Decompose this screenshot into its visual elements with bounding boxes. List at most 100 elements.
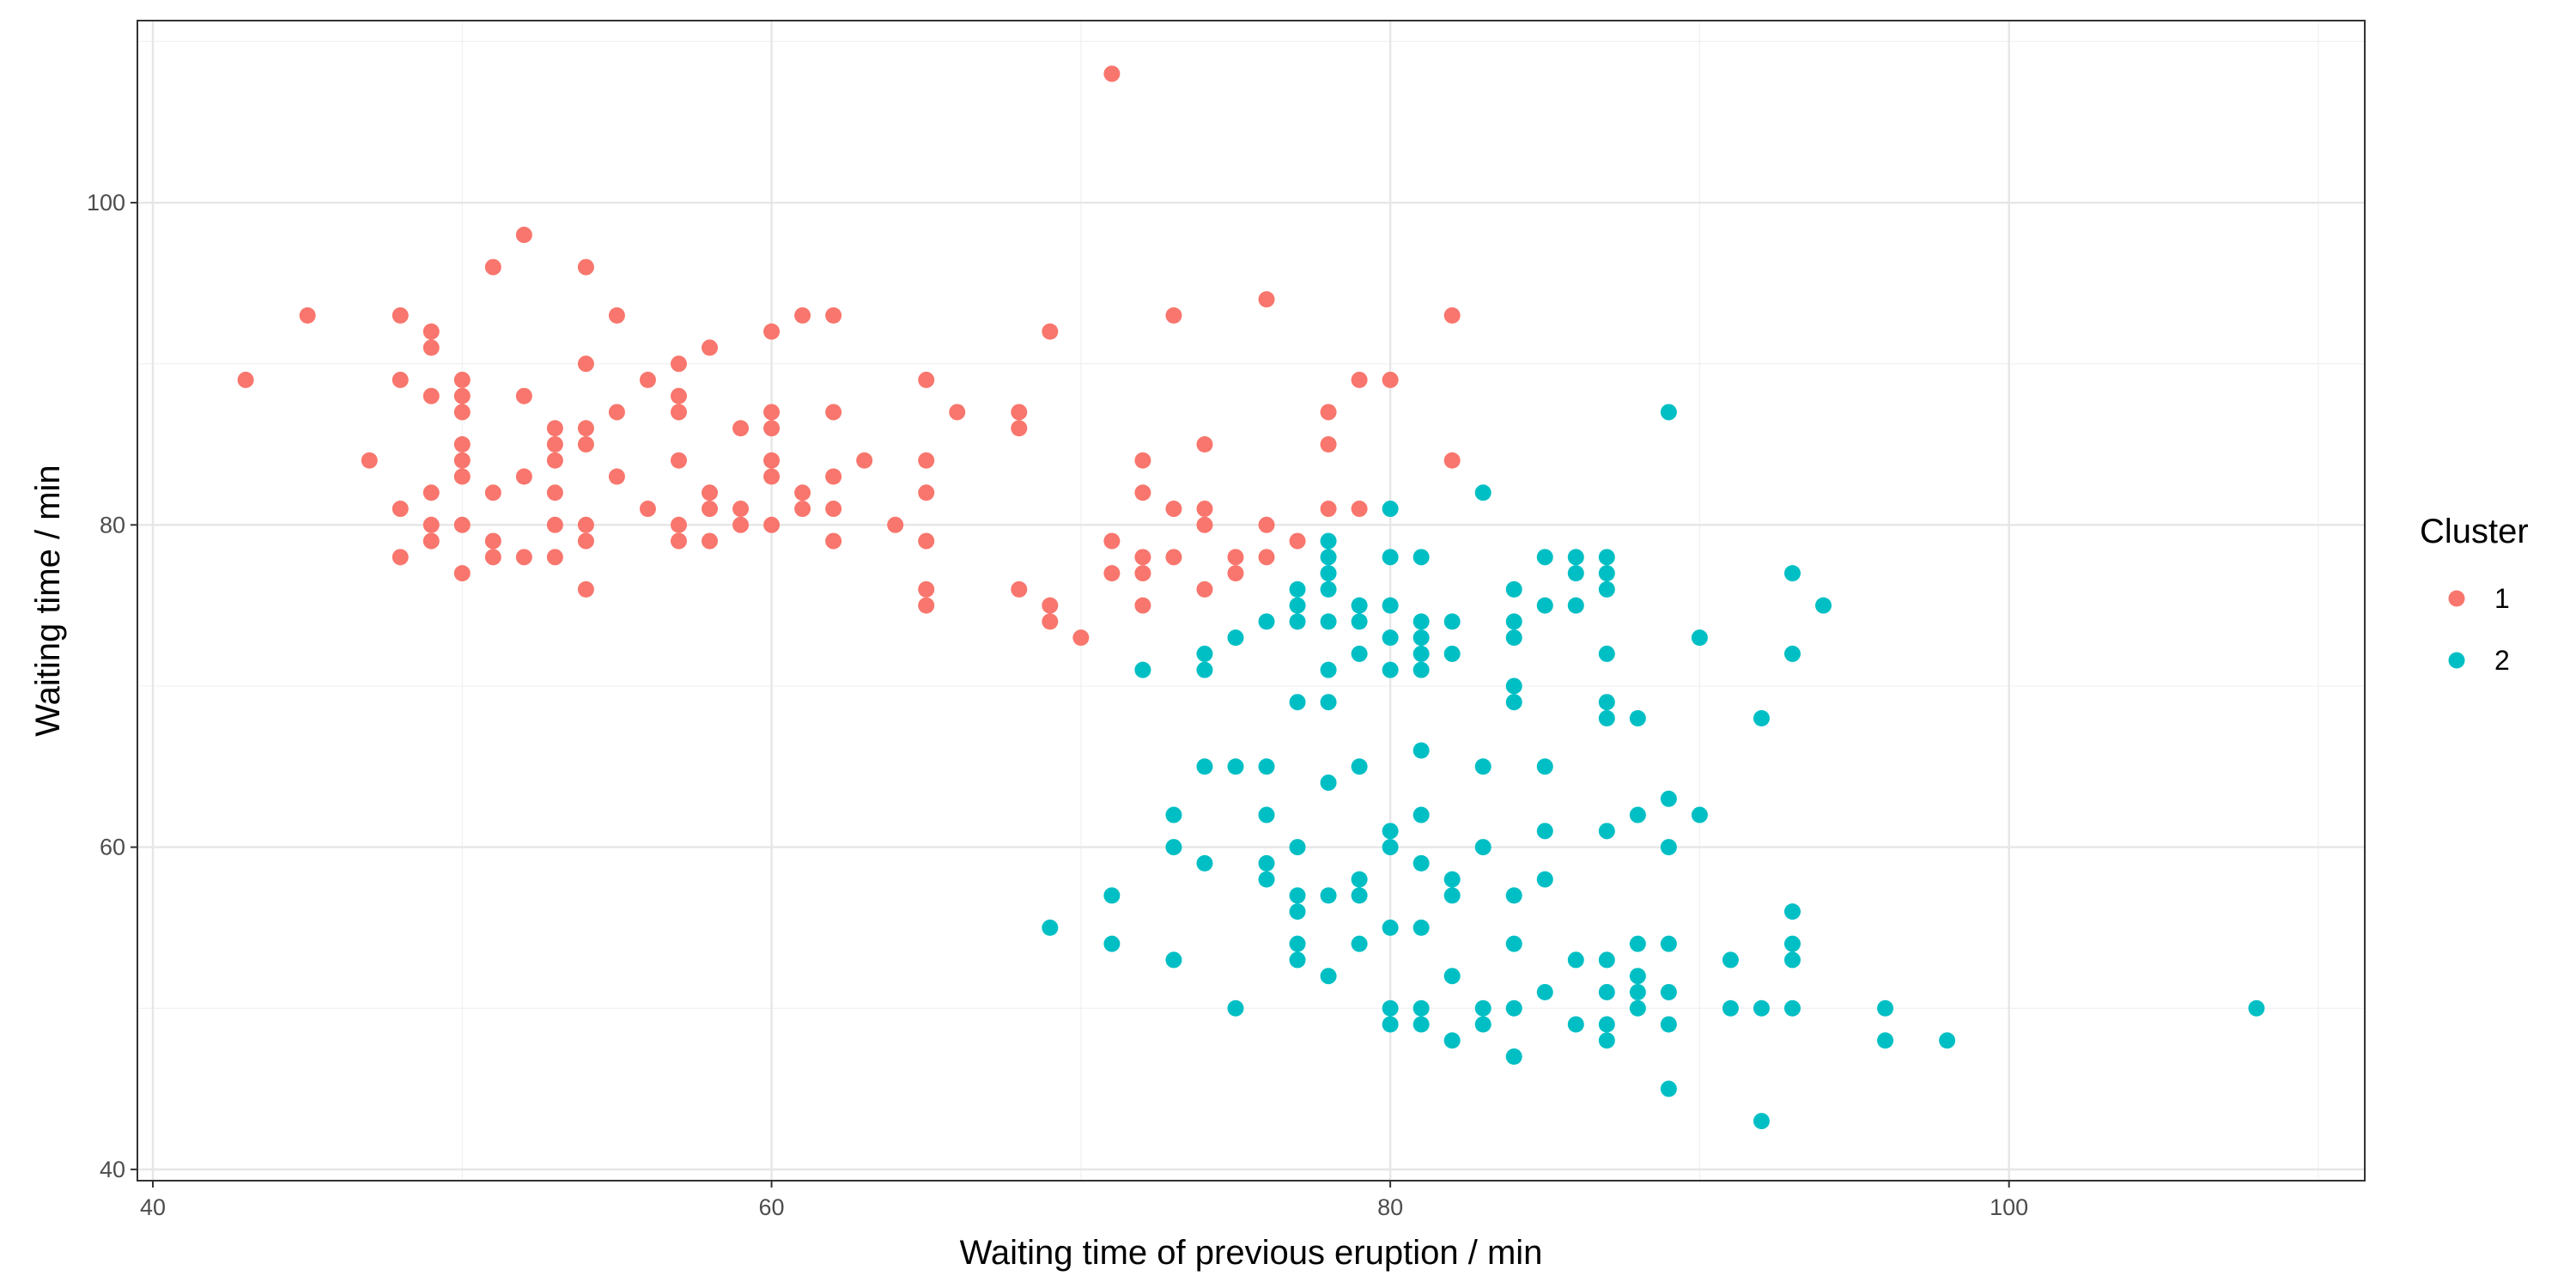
legend-key-cluster-1 [2448, 590, 2465, 607]
data-point-cluster-2 [1567, 951, 1584, 969]
data-point-cluster-2 [1536, 823, 1553, 840]
data-point-cluster-2 [1320, 694, 1337, 711]
data-point-cluster-1 [577, 532, 594, 550]
data-point-cluster-2 [1505, 887, 1522, 904]
data-point-cluster-2 [1877, 1032, 1894, 1049]
data-point-cluster-2 [1413, 999, 1430, 1017]
data-point-cluster-2 [1753, 1113, 1770, 1130]
data-point-cluster-1 [918, 580, 935, 598]
data-point-cluster-2 [1567, 597, 1584, 614]
data-point-cluster-2 [1783, 951, 1801, 969]
data-point-cluster-1 [825, 307, 842, 324]
data-point-cluster-1 [670, 532, 687, 550]
data-point-cluster-2 [1598, 1016, 1615, 1033]
data-point-cluster-2 [1505, 613, 1522, 630]
data-point-cluster-1 [608, 468, 625, 485]
data-point-cluster-1 [639, 501, 656, 518]
data-point-cluster-2 [1382, 919, 1399, 936]
data-point-cluster-2 [1753, 709, 1770, 726]
data-point-cluster-2 [1598, 580, 1615, 598]
x-tick-label: 60 [759, 1194, 785, 1220]
data-point-cluster-1 [422, 387, 440, 404]
data-point-cluster-1 [515, 387, 532, 404]
data-point-cluster-2 [2248, 999, 2265, 1017]
data-point-cluster-2 [1629, 709, 1646, 726]
data-point-cluster-2 [1289, 935, 1306, 952]
data-point-cluster-2 [1351, 597, 1368, 614]
data-point-cluster-2 [1629, 968, 1646, 985]
data-point-cluster-2 [1536, 549, 1553, 566]
plot-panel-border [137, 20, 2366, 1182]
data-point-cluster-1 [515, 227, 532, 244]
data-point-cluster-1 [453, 435, 471, 453]
data-point-cluster-2 [1413, 645, 1430, 662]
data-point-cluster-2 [1042, 919, 1059, 936]
data-point-cluster-2 [1505, 999, 1522, 1017]
data-point-cluster-2 [1443, 613, 1461, 630]
data-point-cluster-1 [361, 452, 378, 469]
data-point-cluster-1 [422, 484, 440, 501]
data-point-cluster-2 [1320, 887, 1337, 904]
data-point-cluster-1 [794, 307, 811, 324]
data-point-cluster-2 [1196, 645, 1213, 662]
data-point-cluster-2 [1598, 951, 1615, 969]
data-point-cluster-2 [1474, 839, 1492, 856]
data-point-cluster-1 [392, 549, 409, 566]
data-point-cluster-1 [918, 452, 935, 469]
data-point-cluster-2 [1351, 758, 1368, 775]
data-point-cluster-1 [732, 420, 750, 437]
data-point-cluster-2 [1382, 823, 1399, 840]
data-point-cluster-2 [1413, 629, 1430, 647]
data-point-cluster-1 [577, 420, 594, 437]
data-point-cluster-2 [1505, 694, 1522, 711]
data-point-cluster-1 [1165, 501, 1182, 518]
data-point-cluster-1 [732, 516, 750, 533]
data-point-cluster-2 [1351, 887, 1368, 904]
data-point-cluster-1 [825, 501, 842, 518]
data-point-cluster-2 [1351, 935, 1368, 952]
data-point-cluster-2 [1783, 645, 1801, 662]
data-point-cluster-2 [1691, 806, 1708, 823]
data-point-cluster-2 [1227, 758, 1244, 775]
data-point-cluster-2 [1783, 935, 1801, 952]
data-point-cluster-1 [608, 404, 625, 421]
data-point-cluster-2 [1598, 549, 1615, 566]
data-point-cluster-2 [1413, 549, 1430, 566]
data-point-cluster-2 [1320, 661, 1337, 678]
data-point-cluster-2 [1351, 613, 1368, 630]
data-point-cluster-2 [1598, 645, 1615, 662]
data-point-cluster-1 [763, 468, 781, 485]
data-point-cluster-2 [1227, 629, 1244, 647]
data-point-cluster-1 [670, 404, 687, 421]
data-point-cluster-1 [1134, 597, 1151, 614]
data-point-cluster-2 [1783, 999, 1801, 1017]
data-point-cluster-2 [1413, 854, 1430, 872]
data-point-cluster-2 [1598, 1032, 1615, 1049]
major-gridlines [137, 21, 2365, 1181]
data-point-cluster-1 [577, 258, 594, 276]
data-point-cluster-2 [1382, 629, 1399, 647]
data-point-cluster-1 [1103, 565, 1121, 582]
minor-gridlines [137, 21, 2365, 1181]
data-point-cluster-2 [1413, 613, 1430, 630]
data-point-cluster-1 [299, 307, 316, 324]
data-point-cluster-2 [1815, 597, 1832, 614]
data-point-cluster-2 [1505, 629, 1522, 647]
data-point-cluster-1 [1258, 549, 1275, 566]
data-point-cluster-1 [577, 580, 594, 598]
data-point-cluster-2 [1443, 871, 1461, 888]
data-point-cluster-2 [1660, 935, 1677, 952]
data-point-cluster-1 [1320, 501, 1337, 518]
data-point-cluster-1 [732, 501, 750, 518]
data-point-cluster-2 [1413, 806, 1430, 823]
data-point-cluster-2 [1196, 758, 1213, 775]
data-point-cluster-2 [1660, 983, 1677, 1000]
data-point-cluster-1 [1320, 404, 1337, 421]
data-point-cluster-1 [1042, 597, 1059, 614]
data-point-cluster-2 [1165, 951, 1182, 969]
data-point-cluster-1 [763, 404, 781, 421]
data-point-cluster-2 [1413, 1016, 1430, 1033]
y-tick-label: 100 [87, 190, 125, 216]
data-point-cluster-1 [1134, 452, 1151, 469]
data-point-cluster-1 [1042, 323, 1059, 340]
